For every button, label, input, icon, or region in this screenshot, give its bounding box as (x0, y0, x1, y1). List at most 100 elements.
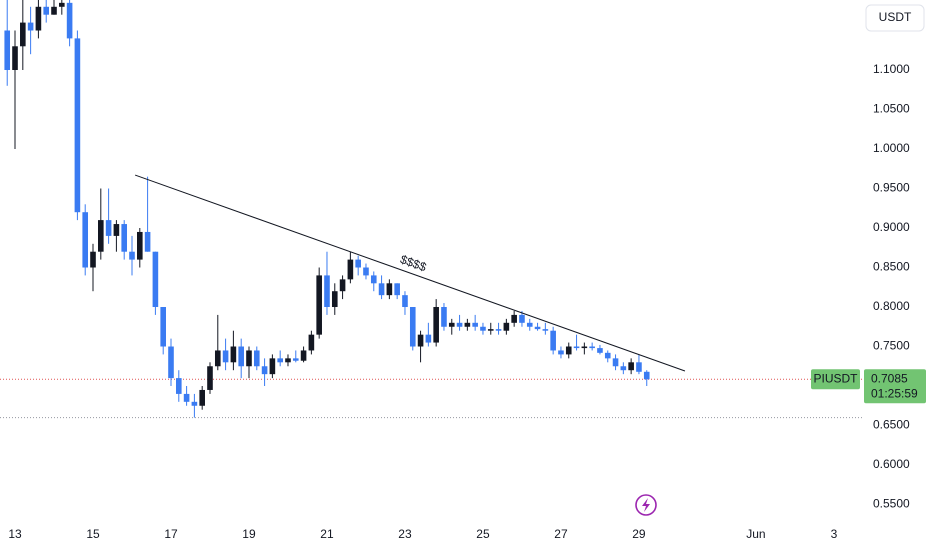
candle-body (222, 350, 229, 363)
candle-body (12, 46, 18, 70)
candle-body (604, 352, 611, 359)
candle-body (565, 346, 572, 355)
candle-body (113, 224, 120, 236)
candle-body (51, 6, 57, 15)
candle-body (417, 334, 424, 347)
candle-body (464, 322, 471, 327)
x-tick-label: 29 (632, 527, 646, 541)
candle-body (542, 329, 549, 331)
candle-body (643, 371, 650, 380)
candle-body (98, 220, 104, 252)
candle-body (612, 358, 619, 367)
candle-body (386, 283, 393, 296)
candle-body (394, 283, 400, 296)
candle-body (82, 212, 89, 268)
candle-body (43, 6, 50, 15)
x-tick-label: 17 (164, 527, 178, 541)
candle-body (35, 6, 42, 31)
y-tick-label: 0.9000 (873, 220, 910, 234)
x-tick-label: Jun (746, 527, 765, 541)
currency-box[interactable] (865, 4, 925, 32)
candle-body (628, 362, 634, 371)
candle-body (285, 358, 291, 363)
candle-body (308, 334, 315, 351)
candle-body (199, 389, 205, 406)
candle-body (511, 314, 517, 323)
candle-body (456, 322, 463, 327)
candle-body (409, 307, 416, 347)
x-tick-label: 23 (398, 527, 412, 541)
candle-body (378, 283, 385, 296)
candle-body (292, 358, 299, 361)
candle-body (597, 348, 603, 353)
candle-body (534, 326, 541, 330)
currency: USDT (879, 10, 912, 24)
candle-body (66, 2, 73, 39)
candle-body (636, 362, 642, 372)
candle-body (129, 251, 135, 260)
candle-body (573, 346, 580, 349)
y-tick-label: 0.8500 (873, 260, 910, 274)
price-label: 0.7085 (871, 371, 908, 385)
y-tick-label: 0.5500 (873, 497, 910, 511)
candle-body (472, 322, 478, 327)
x-tick-label: 15 (86, 527, 100, 541)
icon-bolt (642, 498, 650, 512)
y-tick-label: 0.7500 (873, 339, 910, 353)
candle-body (363, 267, 369, 276)
candle-body (425, 334, 432, 343)
candle-body (316, 275, 322, 335)
candle-body (589, 346, 595, 349)
x-tick-label: 21 (320, 527, 334, 541)
candle-body (495, 329, 502, 331)
candle-body (487, 329, 494, 331)
candle-body (136, 231, 143, 260)
candle-body (581, 346, 588, 349)
candle-body (277, 358, 283, 363)
candle-body (558, 350, 564, 355)
lightning-icon[interactable] (635, 494, 657, 516)
candle-body (347, 259, 354, 280)
candle-body (370, 275, 377, 284)
candle-body (620, 366, 627, 371)
candle-body (121, 224, 128, 252)
candle-body (90, 251, 96, 268)
candle-body (526, 322, 533, 327)
candle-body (191, 401, 198, 406)
candle-body (324, 275, 330, 308)
candle-body (339, 279, 346, 292)
candle-body (230, 346, 237, 363)
candle-body (144, 231, 151, 252)
candle-body (441, 307, 447, 327)
candle-body (480, 326, 486, 331)
candle-body (175, 378, 182, 394)
y-tick-label: 0.6000 (873, 457, 910, 471)
candle-body (519, 314, 525, 323)
candle-body (253, 350, 260, 367)
candle-body (59, 2, 65, 7)
candle-body (20, 22, 26, 47)
candle-body (269, 358, 276, 375)
candle-body (331, 291, 338, 308)
candle-body (550, 330, 556, 351)
candle-body (27, 22, 34, 31)
candle-body (238, 346, 244, 367)
candle-body (261, 366, 268, 375)
x-tick-label: 25 (476, 527, 490, 541)
candle-body (246, 350, 252, 367)
candle-body (74, 38, 81, 213)
candle-body (214, 350, 221, 367)
y-tick-label: 0.6500 (873, 418, 910, 432)
candle-body (168, 346, 174, 379)
y-tick-label: 0.8000 (873, 299, 910, 313)
x-tick-label: 13 (8, 527, 22, 541)
candle-body (105, 220, 112, 236)
trendline (134, 174, 686, 372)
y-tick-label: 1.0000 (873, 141, 910, 155)
y-tick-label: 1.0500 (873, 102, 910, 116)
candle-body (355, 259, 361, 268)
candle-body (402, 295, 408, 308)
candle-body (503, 322, 510, 331)
candle-body (160, 307, 166, 347)
